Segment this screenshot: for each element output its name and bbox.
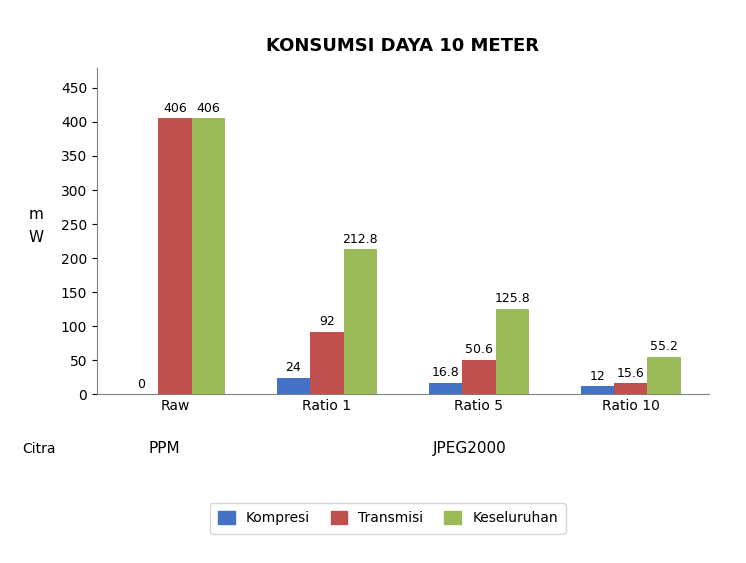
Text: 92: 92	[319, 315, 335, 328]
Text: 16.8: 16.8	[431, 367, 460, 379]
Text: 406: 406	[163, 101, 186, 114]
Bar	[614, 383, 648, 394]
Text: 50.6: 50.6	[465, 343, 493, 356]
Text: 406: 406	[196, 101, 220, 114]
Text: JPEG2000: JPEG2000	[433, 441, 507, 456]
Bar	[580, 386, 614, 394]
Text: 55.2: 55.2	[651, 340, 678, 353]
Bar	[429, 383, 462, 394]
Text: 125.8: 125.8	[495, 292, 530, 305]
Text: 15.6: 15.6	[617, 367, 645, 380]
Bar	[158, 118, 192, 394]
Bar	[495, 309, 529, 394]
Bar	[648, 356, 681, 394]
Bar	[310, 332, 344, 394]
Text: 0: 0	[137, 378, 145, 391]
Text: 212.8: 212.8	[342, 233, 378, 246]
Bar	[277, 378, 310, 394]
Text: 12: 12	[589, 369, 605, 382]
Legend: Kompresi, Transmisi, Keseluruhan: Kompresi, Transmisi, Keseluruhan	[210, 503, 566, 534]
Text: PPM: PPM	[148, 441, 180, 456]
Text: W: W	[28, 230, 43, 245]
Title: KONSUMSI DAYA 10 METER: KONSUMSI DAYA 10 METER	[266, 37, 539, 55]
Text: m: m	[28, 207, 43, 222]
Bar	[192, 118, 225, 394]
Bar	[344, 249, 377, 394]
Bar	[462, 360, 495, 394]
Text: 24: 24	[286, 361, 301, 374]
Text: Citra: Citra	[22, 442, 56, 456]
